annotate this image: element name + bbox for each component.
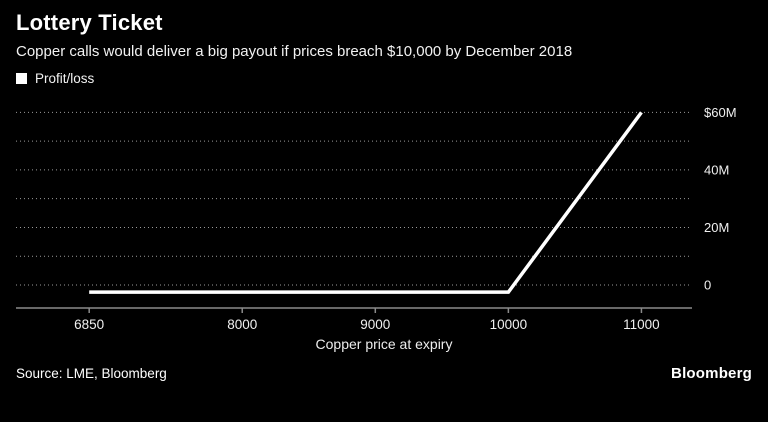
legend: Profit/loss — [0, 71, 768, 86]
x-tick-label: 9000 — [360, 317, 390, 332]
source-note: Source: LME, Bloomberg — [16, 366, 167, 381]
x-tick-label: 8000 — [227, 317, 257, 332]
x-axis-title: Copper price at expiry — [315, 336, 453, 352]
chart-title: Lottery Ticket — [16, 10, 163, 35]
x-tick-label: 6850 — [74, 317, 104, 332]
bloomberg-logo: Bloomberg — [671, 365, 752, 382]
profit-loss-series-line — [89, 111, 643, 294]
legend-label: Profit/loss — [35, 71, 95, 86]
x-tick-label: 11000 — [623, 317, 660, 332]
x-tick-label: 10000 — [490, 317, 528, 332]
chart-subtitle: Copper calls would deliver a big payout … — [16, 43, 573, 60]
y-tick-label: 0 — [704, 277, 711, 292]
legend-swatch-icon — [16, 73, 27, 84]
profit-loss-line-chart: 0 20M 40M $60M 6850 8000 9000 10000 11000 — [16, 105, 737, 332]
y-tick-label: 40M — [704, 162, 729, 177]
y-tick-label: $60M — [704, 105, 737, 120]
y-tick-label: 20M — [704, 220, 729, 235]
